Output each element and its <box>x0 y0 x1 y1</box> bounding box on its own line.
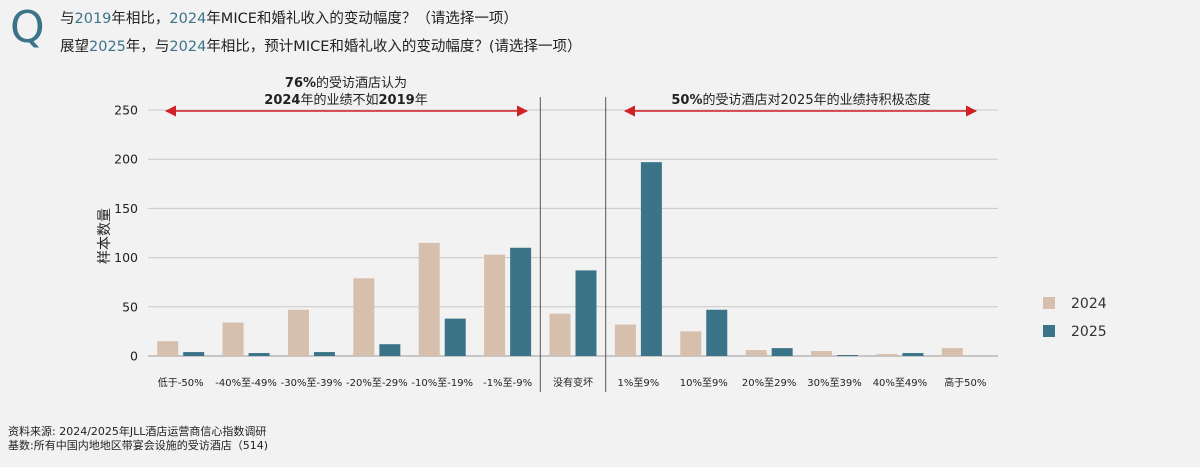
source-note: 资料来源: 2024/2025年JLL酒店运营商信心指数调研 <box>8 425 267 438</box>
annotation-text: 年 <box>415 93 428 108</box>
y-tick-label: 200 <box>114 152 138 167</box>
bar-2025 <box>902 353 924 356</box>
annotation-left-line-1: 76%的受访酒店认为 <box>285 75 407 91</box>
y-tick-label: 150 <box>114 201 138 216</box>
bar-2025 <box>248 353 270 356</box>
bars <box>157 162 963 356</box>
legend-item-2024: 2024 <box>1043 296 1107 312</box>
bar-2024 <box>418 242 440 356</box>
x-tick-label: 20%至29% <box>742 377 796 389</box>
y-tick-label: 0 <box>130 349 138 364</box>
y-tick-label: 250 <box>114 103 138 118</box>
bar-2025 <box>575 270 597 356</box>
annotation-right: 50%的受访酒店对2025年的业绩持积极态度 <box>671 92 930 108</box>
annotation-left-line-2: 2024年的业绩不如2019年 <box>264 92 427 108</box>
bar-2024 <box>157 341 179 356</box>
x-tick-label: 高于50% <box>944 376 986 389</box>
bar-2025 <box>510 247 532 356</box>
grid <box>148 109 998 357</box>
annotation-text: 2024 <box>264 93 300 108</box>
legend-label-2024: 2024 <box>1071 296 1107 312</box>
bar-2024 <box>811 351 833 356</box>
x-tick-label: -10%至-19% <box>411 377 473 389</box>
bar-2024 <box>484 254 506 356</box>
bar-2025 <box>837 355 859 356</box>
bar-2024 <box>222 322 244 356</box>
x-tick-label: 1%至9% <box>618 377 660 389</box>
x-tick-label: -30%至-39% <box>281 377 343 389</box>
x-tick-label: -40%至-49% <box>215 377 277 389</box>
bar-2024 <box>549 313 571 356</box>
question-line-1: 与2019年相比，2024年MICE和婚礼收入的变动幅度？（请选择一项） <box>60 9 518 29</box>
y-tick-labels: 0 50 100 150 200 250 <box>114 103 138 364</box>
legend-item-2025: 2025 <box>1043 324 1107 340</box>
bar-2025 <box>444 318 466 356</box>
annotation-text: 的受访酒店认为 <box>316 75 407 91</box>
y-tick-label: 50 <box>122 299 138 314</box>
x-tick-label: 低于-50% <box>158 376 204 389</box>
x-tick-label: 没有变坏 <box>553 376 593 389</box>
annotation-text: 76% <box>285 76 316 91</box>
y-axis-label: 样本数量 <box>97 208 113 264</box>
base-note: 基数:所有中国内地地区带宴会设施的受访酒店（514) <box>8 439 268 452</box>
question-year: 2025 <box>89 39 126 55</box>
legend-swatch-2024 <box>1043 297 1055 309</box>
question-line-2: 展望2025年，与2024年相比，预计MICE和婚礼收入的变动幅度？(请选择一项… <box>60 37 582 57</box>
bar-2025 <box>313 352 335 356</box>
question-year: 2019 <box>74 11 112 27</box>
bar-2025 <box>771 348 793 356</box>
legend-swatch-2025 <box>1043 325 1055 337</box>
bar-2025 <box>706 309 728 356</box>
y-tick-label: 100 <box>114 250 138 265</box>
question-text: 年相比， <box>111 11 170 27</box>
annotation-text: 2019 <box>379 93 415 108</box>
x-tick-label: 30%至39% <box>807 377 861 389</box>
annotation-text: 50% <box>671 93 702 108</box>
section-dividers <box>539 97 607 392</box>
bar-2025 <box>640 162 662 356</box>
q-mark: Q <box>10 2 45 53</box>
question-text: 展望 <box>60 39 89 55</box>
question-text: 年，与 <box>125 39 170 55</box>
question-text: 与 <box>60 11 75 27</box>
question-year: 2024 <box>169 39 207 55</box>
bar-2024 <box>876 354 898 356</box>
bar-2024 <box>614 324 636 356</box>
bar-2025 <box>379 344 401 356</box>
x-tick-label: -20%至-29% <box>346 377 408 389</box>
question-text: 年相比，预计MICE和婚礼收入的变动幅度？(请选择一项） <box>206 39 582 55</box>
bar-2024 <box>353 278 375 356</box>
annotation-text: 年的业绩不如 <box>300 92 378 108</box>
x-tick-label: -1%至-9% <box>483 377 532 389</box>
legend-label-2025: 2025 <box>1071 324 1107 340</box>
x-tick-label: 40%至49% <box>873 377 927 389</box>
question-text: 年MICE和婚礼收入的变动幅度？（请选择一项） <box>206 11 518 27</box>
bar-2024 <box>287 309 309 356</box>
bar-2024 <box>680 331 702 356</box>
x-tick-label: 10%至9% <box>680 377 728 389</box>
bar-2024 <box>745 350 767 356</box>
annotation-text: 的受访酒店对2025年的业绩持积极态度 <box>703 92 931 108</box>
question-year: 2024 <box>169 11 207 27</box>
bar-2024 <box>941 348 963 356</box>
x-tick-labels: 低于-50% -40%至-49% -30%至-39% -20%至-29% -10%至-1… <box>158 376 987 389</box>
bar-2025 <box>183 352 205 356</box>
